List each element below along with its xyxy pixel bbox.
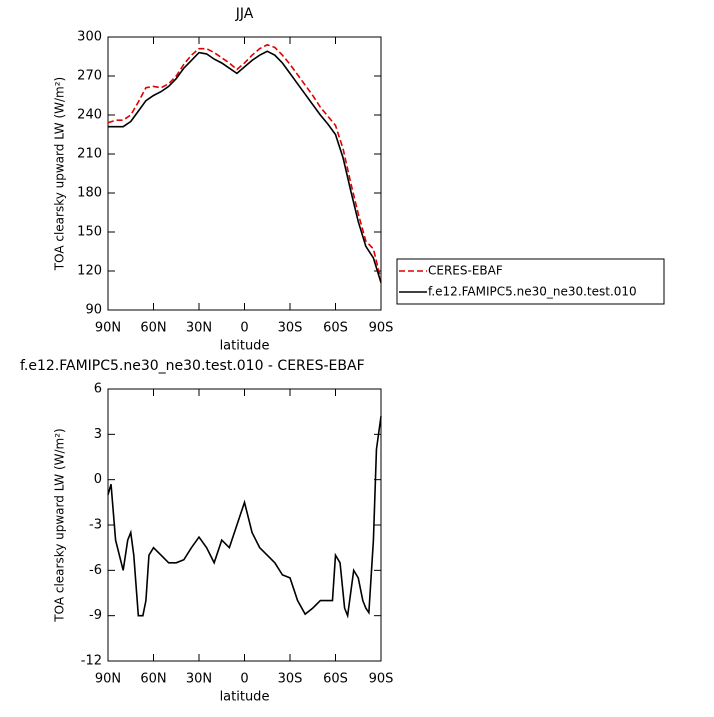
x-tick-label: 30S	[278, 672, 303, 687]
x-tick-label: 60N	[140, 672, 166, 687]
y-tick-label: -3	[89, 518, 102, 533]
x-tick-label: 90N	[95, 321, 121, 336]
data-line	[108, 50, 382, 283]
y-tick-label: 210	[77, 147, 102, 162]
x-tick-label: 30N	[186, 672, 212, 687]
y-tick-label: 150	[77, 225, 102, 240]
chart-title: f.e12.FAMIPC5.ne30_ne30.test.010 - CERES…	[20, 358, 365, 374]
y-tick-label: 270	[77, 69, 102, 84]
x-tick-label: 30S	[278, 321, 303, 336]
x-tick-label: 90S	[369, 321, 394, 336]
plot-frame	[107, 388, 382, 662]
x-tick-label: 60S	[323, 672, 348, 687]
y-tick-label: 90	[85, 303, 102, 318]
x-tick-label: 60S	[323, 321, 348, 336]
y-tick-label: 300	[77, 30, 102, 45]
y-tick-label: 120	[77, 264, 102, 279]
x-tick-label: 90S	[369, 672, 394, 687]
legend-box	[396, 258, 665, 305]
x-axis-label: latitude	[220, 339, 270, 354]
legend-label: CERES-EBAF	[428, 264, 503, 278]
x-axis-label: latitude	[220, 690, 270, 705]
x-tick-label: 30N	[186, 321, 212, 336]
y-tick-label: 0	[94, 472, 102, 487]
legend-label: f.e12.FAMIPC5.ne30_ne30.test.010	[428, 285, 637, 299]
y-tick-label: -12	[81, 654, 102, 669]
y-tick-label: 180	[77, 186, 102, 201]
y-tick-label: 3	[94, 427, 102, 442]
x-tick-label: 60N	[140, 321, 166, 336]
data-line	[107, 416, 382, 619]
chart-title: JJA	[235, 6, 254, 22]
x-tick-label: 0	[240, 321, 248, 336]
y-tick-label: -9	[89, 608, 102, 623]
y-tick-label: 240	[77, 108, 102, 123]
x-tick-label: 90N	[95, 672, 121, 687]
y-axis-label: TOA clearsky upward LW (W/m²)	[53, 428, 67, 622]
y-axis-label: TOA clearsky upward LW (W/m²)	[53, 77, 67, 271]
x-tick-label: 0	[240, 672, 248, 687]
plot-frame	[107, 36, 382, 311]
data-line	[107, 43, 382, 281]
y-tick-label: -6	[89, 563, 102, 578]
y-tick-label: 6	[94, 382, 102, 397]
